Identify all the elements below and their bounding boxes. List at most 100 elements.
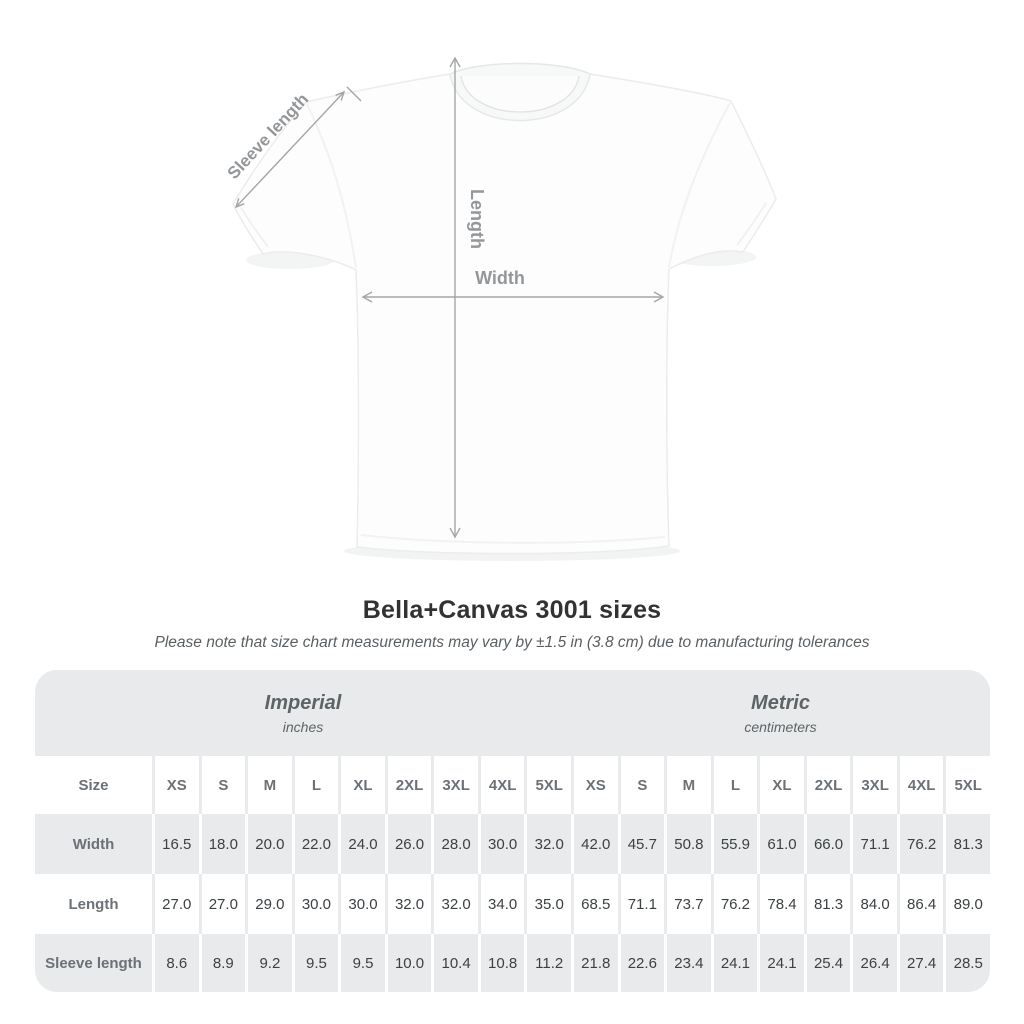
sleeve-length-arrow <box>234 86 362 209</box>
table-cell: 50.8 <box>664 814 711 874</box>
table-cell: 81.3 <box>803 874 851 934</box>
table-cell: 28.0 <box>431 814 478 874</box>
size-header: 2XL <box>803 756 851 814</box>
table-cell: 81.3 <box>943 814 990 874</box>
table-cell: 86.4 <box>896 874 944 934</box>
table-cell: 24.0 <box>338 814 385 874</box>
metric-group-header: Metric centimeters <box>571 670 990 756</box>
size-header: XL <box>338 756 385 814</box>
imperial-unit: inches <box>282 719 324 735</box>
size-header: 5XL <box>524 756 571 814</box>
tshirt-illustration: Width Length Sleeve length <box>224 56 777 561</box>
table-cell: 8.9 <box>198 934 246 992</box>
tolerance-note: Please note that size chart measurements… <box>154 634 870 651</box>
table-cell: 32.0 <box>384 874 432 934</box>
table-cell: 76.2 <box>896 814 944 874</box>
size-header: 4XL <box>896 756 944 814</box>
table-cell: 30.0 <box>291 874 339 934</box>
table-cell: 71.1 <box>617 874 665 934</box>
width-label: Width <box>475 268 525 288</box>
table-cell: 23.4 <box>664 934 711 992</box>
table-cell: 55.9 <box>710 814 758 874</box>
metric-label: Metric <box>751 692 810 714</box>
size-column-header: Size <box>78 776 109 794</box>
size-header: XS <box>571 756 618 814</box>
table-cell: 22.6 <box>617 934 665 992</box>
table-cell: 66.0 <box>803 814 851 874</box>
imperial-label: Imperial <box>264 692 342 714</box>
table-cell: 27.4 <box>896 934 944 992</box>
table-cell: 20.0 <box>245 814 292 874</box>
right-cuff-hem <box>736 202 767 246</box>
size-header: 4XL <box>477 756 525 814</box>
table-cell: 25.4 <box>803 934 851 992</box>
width-row: Width 16.5 18.0 20.0 22.0 24.0 26.0 28.0… <box>35 814 990 874</box>
table-cell: 27.0 <box>152 874 199 934</box>
table-cell: 29.0 <box>245 874 292 934</box>
table-cell: 10.4 <box>431 934 478 992</box>
table-cell: 28.5 <box>943 934 990 992</box>
table-cell: 34.0 <box>477 874 525 934</box>
table-cell: 9.5 <box>291 934 339 992</box>
table-cell: 71.1 <box>850 814 897 874</box>
tshirt-body <box>232 62 777 555</box>
table-cell: 18.0 <box>198 814 246 874</box>
table-cell: 30.0 <box>477 814 525 874</box>
table-cell: 22.0 <box>291 814 339 874</box>
size-header: S <box>617 756 665 814</box>
row-label-width: Width <box>72 835 115 853</box>
table-cell: 27.0 <box>198 874 246 934</box>
table-cell: 42.0 <box>571 814 618 874</box>
size-header: 5XL <box>943 756 990 814</box>
unit-group-header-row: Imperial inches Metric centimeters <box>35 670 990 756</box>
size-diagram: Width Length Sleeve length <box>224 56 777 561</box>
table-cell: 84.0 <box>850 874 897 934</box>
table-cell: 89.0 <box>943 874 990 934</box>
size-header: 2XL <box>384 756 432 814</box>
row-label-length: Length <box>68 895 119 913</box>
table-cell: 16.5 <box>152 814 199 874</box>
table-cell: 24.1 <box>710 934 758 992</box>
table-cell: 26.4 <box>850 934 897 992</box>
table-cell: 32.0 <box>524 814 571 874</box>
table-cell: 68.5 <box>571 874 618 934</box>
table-cell: 11.2 <box>524 934 571 992</box>
table-cell: 30.0 <box>338 874 385 934</box>
imperial-group-header: Imperial inches <box>35 670 571 756</box>
size-header: S <box>198 756 246 814</box>
size-header: M <box>245 756 292 814</box>
right-sleeve-seam <box>668 100 732 268</box>
length-label: Length <box>467 189 487 249</box>
size-header: L <box>291 756 339 814</box>
metric-unit: centimeters <box>744 719 817 735</box>
width-arrow <box>361 291 665 303</box>
size-header: L <box>710 756 758 814</box>
table-cell: 32.0 <box>431 874 478 934</box>
table-cell: 10.8 <box>477 934 525 992</box>
collar-band-inner-edge <box>460 75 580 113</box>
table-cell: 61.0 <box>757 814 804 874</box>
size-header: 3XL <box>431 756 478 814</box>
bottom-hem-stitch <box>360 534 666 544</box>
table-cell: 35.0 <box>524 874 571 934</box>
table-cell: 78.4 <box>757 874 804 934</box>
row-label-sleeve-length: Sleeve length <box>45 954 142 972</box>
size-header: M <box>664 756 711 814</box>
table-cell: 9.5 <box>338 934 385 992</box>
table-cell: 8.6 <box>152 934 199 992</box>
table-cell: 45.7 <box>617 814 665 874</box>
table-cell: 21.8 <box>571 934 618 992</box>
sleeve-length-row: Sleeve length 8.6 8.9 9.2 9.5 9.5 10.0 1… <box>35 934 990 992</box>
page-title: Bella+Canvas 3001 sizes <box>362 596 662 624</box>
table-cell: 26.0 <box>384 814 432 874</box>
size-header-row: Size XS S M L XL 2XL 3XL 4XL 5XL XS S M … <box>35 756 990 814</box>
length-row: Length 27.0 27.0 29.0 30.0 30.0 32.0 32.… <box>35 874 990 934</box>
size-header: XS <box>152 756 199 814</box>
size-header: 3XL <box>850 756 897 814</box>
left-sleeve-seam <box>305 101 357 269</box>
left-cuff-hem <box>240 206 269 248</box>
table-cell: 9.2 <box>245 934 292 992</box>
size-table: Imperial inches Metric centimeters Size … <box>35 670 990 992</box>
table-cell: 10.0 <box>384 934 432 992</box>
size-header: XL <box>757 756 804 814</box>
